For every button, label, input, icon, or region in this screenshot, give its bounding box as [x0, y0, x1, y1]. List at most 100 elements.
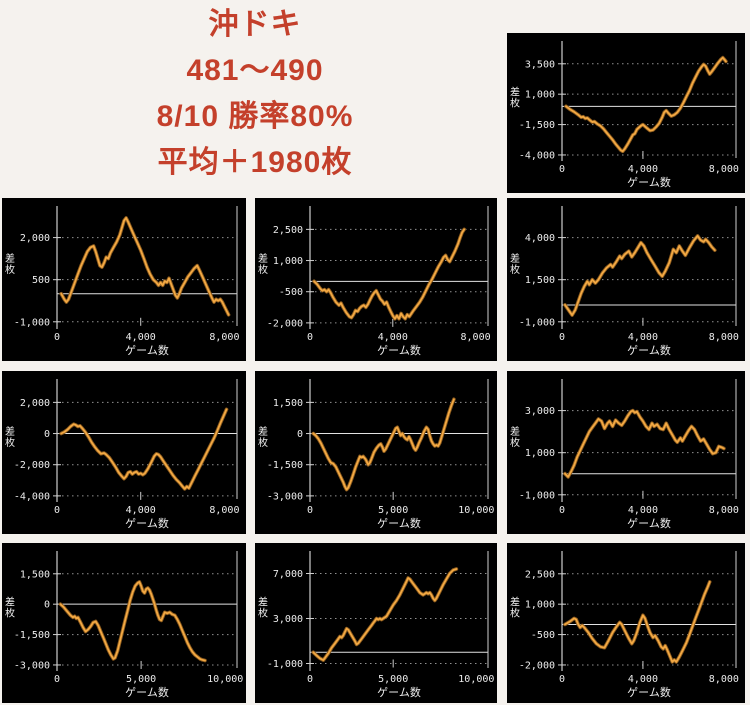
line-chart-3: 2,500 1,000 -500 -2,000 0 4,000 8,000 ゲーム数 差枚 — [258, 206, 491, 357]
svg-text:ゲーム数: ゲーム数 — [125, 517, 169, 530]
svg-text:0: 0 — [54, 332, 60, 343]
svg-text:0: 0 — [307, 674, 313, 685]
svg-text:差枚: 差枚 — [5, 596, 15, 620]
svg-text:4,000: 4,000 — [628, 505, 658, 516]
line-chart-4: 4,000 1,500 -1,000 0 4,000 8,000 ゲーム数 差枚 — [510, 206, 739, 357]
svg-text:ゲーム数: ゲーム数 — [627, 344, 671, 357]
svg-text:-1,000: -1,000 — [519, 490, 555, 501]
chart-panel-1: 3,500 1,000 -1,500 -4,000 0 4,000 8,000 ゲーム数 差枚 — [507, 33, 745, 193]
svg-text:5,000: 5,000 — [126, 674, 156, 685]
svg-text:0: 0 — [44, 600, 50, 611]
svg-text:4,000: 4,000 — [126, 332, 156, 343]
svg-text:2,500: 2,500 — [525, 569, 555, 580]
svg-text:3,000: 3,000 — [525, 406, 555, 417]
svg-text:ゲーム数: ゲーム数 — [125, 686, 169, 699]
svg-text:ゲーム数: ゲーム数 — [377, 686, 421, 699]
chart-panel-10: 2,500 1,000 -500 -2,000 0 4,000 8,000 ゲーム数 差枚 — [507, 543, 745, 703]
svg-text:0: 0 — [297, 429, 303, 440]
chart-panel-3: 2,500 1,000 -500 -2,000 0 4,000 8,000 ゲーム数 差枚 — [255, 198, 497, 361]
title-line-average: 平均＋1980枚 — [157, 146, 353, 179]
svg-text:5,000: 5,000 — [378, 674, 408, 685]
title-line-machine: 沖ドキ — [208, 8, 302, 41]
svg-text:-3,000: -3,000 — [267, 491, 303, 502]
svg-text:ゲーム数: ゲーム数 — [377, 344, 421, 357]
svg-text:1,500: 1,500 — [525, 275, 555, 286]
svg-text:7,000: 7,000 — [273, 569, 303, 580]
svg-text:0: 0 — [307, 505, 313, 516]
svg-text:差枚: 差枚 — [510, 252, 520, 276]
svg-text:8,000: 8,000 — [709, 505, 739, 516]
svg-text:ゲーム数: ゲーム数 — [125, 344, 169, 357]
line-chart-2: 2,000 500 -1,000 0 4,000 8,000 ゲーム数 差枚 — [5, 206, 239, 357]
svg-text:-500: -500 — [279, 287, 303, 298]
line-chart-6: 1,500 0 -1,500 -3,000 0 5,000 10,000 ゲーム数 差枚 — [258, 379, 494, 530]
svg-text:差枚: 差枚 — [510, 86, 520, 110]
svg-text:-2,000: -2,000 — [267, 318, 303, 329]
svg-text:0: 0 — [559, 332, 565, 343]
svg-text:8,000: 8,000 — [209, 332, 239, 343]
svg-text:差枚: 差枚 — [5, 425, 15, 449]
svg-text:0: 0 — [44, 429, 50, 440]
svg-text:0: 0 — [307, 332, 313, 343]
svg-text:1,500: 1,500 — [20, 569, 50, 580]
svg-text:差枚: 差枚 — [258, 425, 268, 449]
chart-panel-6: 1,500 0 -1,500 -3,000 0 5,000 10,000 ゲーム数 差枚 — [255, 371, 497, 534]
chart-panel-2: 2,000 500 -1,000 0 4,000 8,000 ゲーム数 差枚 — [2, 198, 246, 361]
svg-text:1,000: 1,000 — [525, 448, 555, 459]
svg-text:4,000: 4,000 — [378, 332, 408, 343]
svg-text:-1,000: -1,000 — [14, 317, 50, 328]
svg-text:0: 0 — [54, 674, 60, 685]
chart-panel-5: 2,000 0 -2,000 -4,000 0 4,000 8,000 ゲーム数 差枚 — [2, 371, 246, 534]
svg-text:8,000: 8,000 — [209, 505, 239, 516]
svg-text:10,000: 10,000 — [207, 674, 243, 685]
chart-panel-4: 4,000 1,500 -1,000 0 4,000 8,000 ゲーム数 差枚 — [507, 198, 745, 361]
svg-text:差枚: 差枚 — [258, 252, 268, 276]
line-chart-7: 3,000 1,000 -1,000 0 4,000 8,000 ゲーム数 差枚 — [510, 379, 739, 530]
svg-text:4,000: 4,000 — [628, 164, 658, 175]
svg-text:-1,000: -1,000 — [519, 317, 555, 328]
svg-text:4,000: 4,000 — [126, 505, 156, 516]
svg-text:4,000: 4,000 — [525, 233, 555, 244]
svg-text:-1,500: -1,500 — [519, 120, 555, 131]
svg-text:-1,000: -1,000 — [267, 659, 303, 670]
svg-text:-500: -500 — [531, 630, 555, 641]
line-chart-10: 2,500 1,000 -500 -2,000 0 4,000 8,000 ゲーム数 差枚 — [510, 551, 739, 699]
svg-text:3,500: 3,500 — [525, 59, 555, 70]
svg-text:500: 500 — [32, 275, 50, 286]
svg-text:ゲーム数: ゲーム数 — [627, 176, 671, 189]
line-chart-8: 1,500 0 -1,500 -3,000 0 5,000 10,000 ゲーム数 差枚 — [5, 551, 243, 699]
svg-text:0: 0 — [559, 164, 565, 175]
svg-text:2,000: 2,000 — [20, 233, 50, 244]
line-chart-1: 3,500 1,000 -1,500 -4,000 0 4,000 8,000 ゲーム数 差枚 — [510, 41, 739, 189]
svg-text:0: 0 — [559, 674, 565, 685]
svg-text:2,500: 2,500 — [273, 225, 303, 236]
svg-text:-3,000: -3,000 — [14, 660, 50, 671]
svg-text:-1,500: -1,500 — [14, 630, 50, 641]
title-line-range: 481〜490 — [186, 54, 324, 87]
svg-text:ゲーム数: ゲーム数 — [377, 517, 421, 530]
chart-panel-7: 3,000 1,000 -1,000 0 4,000 8,000 ゲーム数 差枚 — [507, 371, 745, 534]
svg-text:10,000: 10,000 — [458, 505, 494, 516]
svg-text:8,000: 8,000 — [709, 332, 739, 343]
svg-text:4,000: 4,000 — [628, 674, 658, 685]
svg-text:-4,000: -4,000 — [519, 150, 555, 161]
svg-text:4,000: 4,000 — [628, 332, 658, 343]
svg-text:1,000: 1,000 — [273, 256, 303, 267]
svg-text:-4,000: -4,000 — [14, 491, 50, 502]
svg-text:-1,500: -1,500 — [267, 460, 303, 471]
svg-text:0: 0 — [54, 505, 60, 516]
chart-panel-9: 7,000 3,000 -1,000 0 5,000 10,000 ゲーム数 差枚 — [255, 543, 497, 703]
line-chart-9: 7,000 3,000 -1,000 0 5,000 10,000 ゲーム数 差枚 — [258, 551, 494, 699]
svg-text:-2,000: -2,000 — [14, 460, 50, 471]
svg-text:5,000: 5,000 — [378, 505, 408, 516]
svg-text:10,000: 10,000 — [458, 674, 494, 685]
chart-panel-8: 1,500 0 -1,500 -3,000 0 5,000 10,000 ゲーム数 差枚 — [2, 543, 246, 703]
svg-text:8,000: 8,000 — [461, 332, 491, 343]
line-chart-5: 2,000 0 -2,000 -4,000 0 4,000 8,000 ゲーム数 差枚 — [5, 379, 239, 530]
svg-text:差枚: 差枚 — [510, 425, 520, 449]
svg-text:-2,000: -2,000 — [519, 660, 555, 671]
svg-text:2,000: 2,000 — [20, 398, 50, 409]
svg-text:1,000: 1,000 — [525, 600, 555, 611]
title-line-winrate: 8/10 勝率80% — [156, 100, 354, 133]
